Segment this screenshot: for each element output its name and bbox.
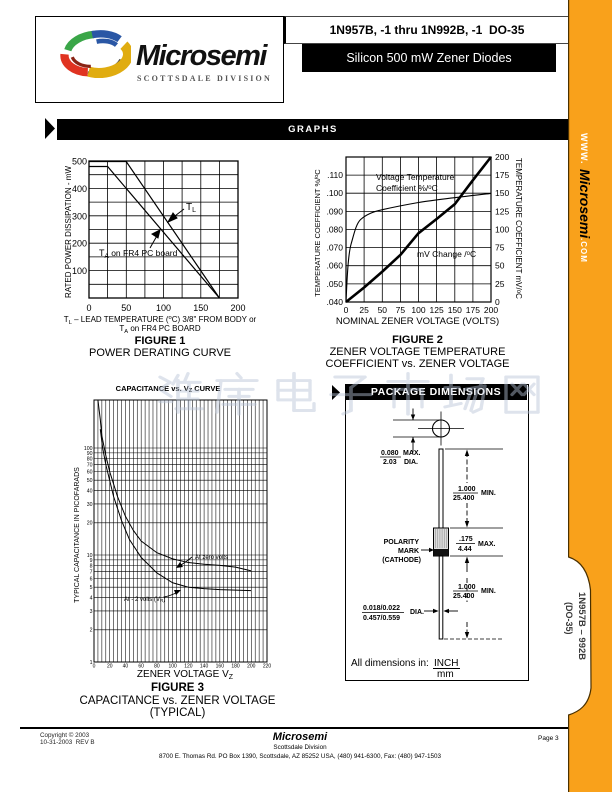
svg-text:0.457/0.559: 0.457/0.559 [363,615,400,622]
svg-text:175: 175 [495,170,509,180]
svg-text:50: 50 [495,261,505,271]
svg-text:10: 10 [87,553,93,559]
svg-text:300: 300 [72,211,87,221]
svg-text:1.000: 1.000 [458,486,476,493]
svg-text:MIN.: MIN. [481,588,496,595]
svg-text:75: 75 [396,305,406,315]
svg-text:125: 125 [430,305,444,315]
svg-text:.110: .110 [327,170,343,180]
svg-text:7: 7 [90,569,93,575]
svg-text:50: 50 [87,478,93,484]
svg-text:All dimensions in:: All dimensions in: [351,658,429,669]
svg-text:90: 90 [87,451,93,457]
svg-text:60: 60 [87,470,93,476]
svg-text:At zero volts: At zero volts [195,555,228,561]
svg-text:.050: .050 [326,279,343,289]
svg-text:0.080: 0.080 [381,450,399,457]
svg-text:50: 50 [121,303,131,313]
svg-text:.060: .060 [326,261,343,271]
svg-text:50: 50 [378,305,388,315]
svg-text:100: 100 [72,266,87,276]
svg-text:180: 180 [231,664,240,670]
svg-text:0: 0 [86,303,91,313]
svg-text:1: 1 [90,660,93,666]
svg-text:200: 200 [495,152,509,162]
svg-text:Coefficient %/oC: Coefficient %/oC [376,183,438,193]
svg-text:200: 200 [230,303,245,313]
svg-text:175: 175 [466,305,480,315]
svg-text:.090: .090 [326,206,343,216]
svg-text:MIN.: MIN. [481,490,496,497]
svg-text:25.400: 25.400 [453,593,475,600]
svg-text:3: 3 [90,609,93,615]
svg-text:DIA.: DIA. [404,459,418,466]
svg-text:9: 9 [90,558,93,564]
svg-text:220: 220 [263,664,272,670]
svg-text:INCH: INCH [434,658,458,669]
svg-text:500: 500 [72,157,87,167]
svg-text:TL: TL [186,202,196,214]
svg-text:100: 100 [84,446,93,452]
svg-text:125: 125 [495,206,509,216]
svg-text:Voltage Temperature: Voltage Temperature [376,172,455,182]
svg-text:.070: .070 [326,243,343,253]
svg-text:25: 25 [495,279,505,289]
svg-text:60: 60 [138,664,144,670]
svg-text:6: 6 [90,577,93,583]
svg-text:4: 4 [90,595,93,601]
svg-text:150: 150 [448,305,462,315]
svg-text:(CATHODE): (CATHODE) [382,557,421,564]
svg-text:0: 0 [344,305,349,315]
svg-text:0.018/0.022: 0.018/0.022 [363,605,400,612]
svg-text:100: 100 [156,303,171,313]
svg-text:MAX.: MAX. [403,450,421,457]
svg-text:25.400: 25.400 [453,495,475,502]
svg-text:.100: .100 [326,188,343,198]
svg-text:TA on FR4 PC board: TA on FR4 PC board [99,248,178,260]
svg-text:POLARITY: POLARITY [384,539,420,546]
svg-text:160: 160 [216,664,225,670]
svg-text:120: 120 [184,664,193,670]
svg-text:2: 2 [90,628,93,634]
svg-text:200: 200 [72,239,87,249]
svg-text:MARK: MARK [398,548,419,555]
svg-text:30: 30 [87,502,93,508]
svg-text:400: 400 [72,184,87,194]
svg-text:5: 5 [90,585,93,591]
svg-text:25: 25 [359,305,369,315]
svg-text:mm: mm [437,669,454,680]
svg-text:100: 100 [495,225,509,235]
svg-text:DIA.: DIA. [410,609,424,616]
svg-text:At - 2 volts (VR): At - 2 volts (VR) [124,597,165,603]
svg-text:20: 20 [87,521,93,527]
svg-text:40: 40 [87,488,93,494]
svg-text:150: 150 [495,188,509,198]
svg-text:0: 0 [495,297,500,307]
svg-text:100: 100 [411,305,425,315]
svg-text:100: 100 [168,664,177,670]
svg-text:mV Change /oC: mV Change /oC [417,249,476,259]
svg-text:.080: .080 [326,225,343,235]
svg-text:70: 70 [87,462,93,468]
svg-text:40: 40 [123,664,129,670]
svg-text:MAX.: MAX. [478,541,496,548]
svg-text:8: 8 [90,563,93,569]
svg-text:75: 75 [495,243,505,253]
svg-text:.175: .175 [459,536,473,543]
svg-text:2.03: 2.03 [383,459,397,466]
svg-text:80: 80 [154,664,160,670]
svg-text:0: 0 [93,664,96,670]
svg-text:20: 20 [107,664,113,670]
svg-text:.040: .040 [326,297,343,307]
svg-text:150: 150 [193,303,208,313]
svg-text:140: 140 [200,664,209,670]
svg-text:80: 80 [87,456,93,462]
svg-text:4.44: 4.44 [458,546,472,553]
svg-text:200: 200 [484,305,498,315]
svg-text:200: 200 [247,664,256,670]
svg-text:1.000: 1.000 [458,584,476,591]
